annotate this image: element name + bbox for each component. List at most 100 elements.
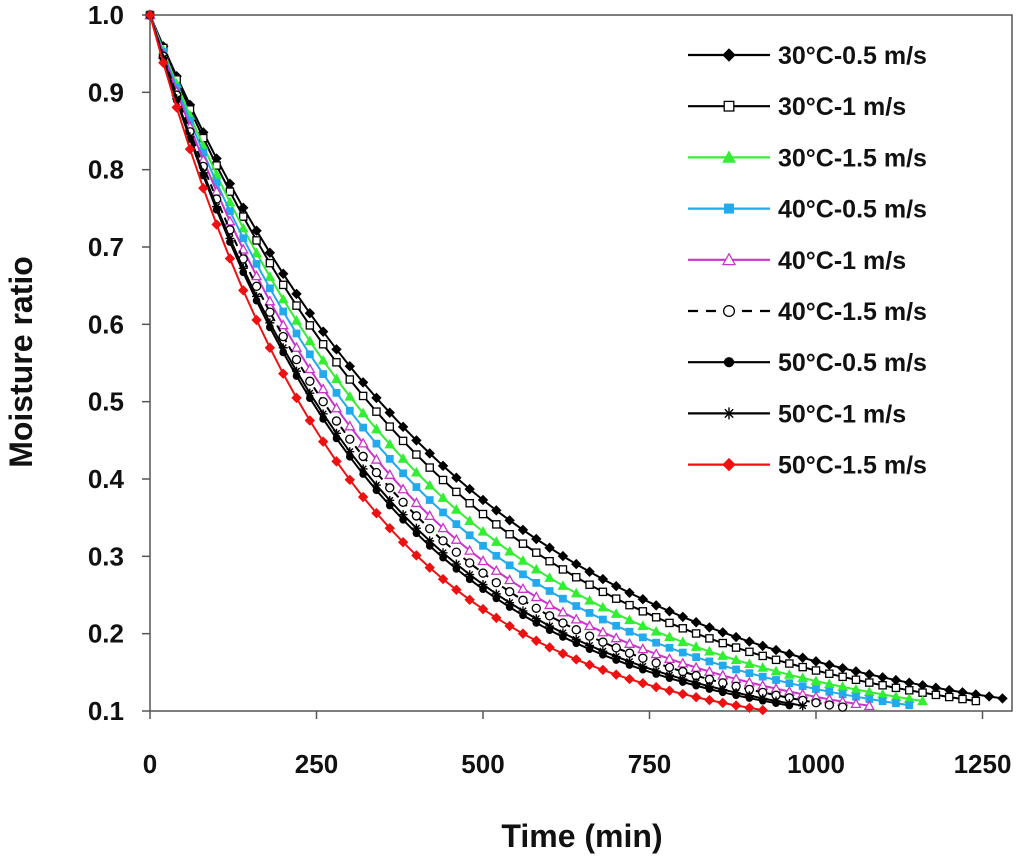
data-point [452, 487, 461, 497]
data-point [691, 629, 701, 638]
data-point [505, 598, 515, 608]
data-point [411, 523, 421, 533]
data-point [464, 483, 475, 495]
data-point [650, 600, 662, 611]
data-point [611, 594, 621, 603]
data-point [584, 594, 595, 605]
data-point [251, 225, 262, 236]
data-point [757, 662, 769, 672]
data-point [292, 329, 301, 338]
data-point [357, 437, 369, 448]
data-point [517, 555, 529, 565]
data-point [597, 664, 609, 676]
data-point [425, 496, 434, 504]
data-point [491, 505, 502, 516]
series-line [149, 14, 843, 708]
data-point [265, 307, 275, 317]
data-point [877, 672, 888, 683]
data-point [451, 547, 462, 557]
data-point [519, 570, 527, 579]
legend-item: 50°C-1 m/s [688, 400, 906, 428]
data-point [624, 614, 635, 625]
data-point [290, 341, 303, 352]
data-point [264, 271, 276, 281]
data-point [944, 692, 954, 702]
data-point [518, 539, 528, 548]
data-point [384, 468, 396, 479]
data-point [599, 615, 607, 624]
x-tick-label: 750 [628, 749, 671, 779]
data-point [584, 659, 595, 671]
data-point [238, 212, 248, 221]
data-point [266, 284, 274, 293]
data-point [198, 182, 209, 194]
data-point [837, 662, 848, 674]
data-point [690, 691, 702, 703]
y-tick-label: 1.0 [88, 0, 124, 30]
data-point [824, 700, 835, 710]
data-point [905, 701, 914, 710]
data-point [570, 587, 582, 598]
data-point [918, 688, 927, 697]
data-point [292, 366, 302, 376]
y-tick-label: 0.4 [88, 464, 125, 494]
data-point [772, 676, 780, 684]
data-point [464, 594, 475, 605]
data-point [279, 307, 288, 316]
data-point [438, 475, 448, 485]
data-point [304, 415, 316, 426]
data-point [398, 436, 408, 446]
data-point [198, 168, 208, 178]
data-point [238, 202, 249, 213]
data-point [545, 587, 554, 595]
data-point [479, 541, 487, 550]
x-tick-label: 1000 [787, 749, 845, 779]
data-point [478, 509, 488, 519]
axes: 0 250 500 750 1000 1250 0.1 0.2 0.3 0.4 0.5 0.6 0.7 0… [88, 0, 1013, 779]
data-point [504, 515, 515, 526]
data-point [531, 603, 541, 613]
data-point [384, 407, 395, 418]
data-point [532, 548, 541, 557]
data-point [278, 343, 288, 353]
data-point [331, 456, 342, 467]
data-point [450, 533, 462, 544]
data-point [437, 460, 449, 472]
data-point [371, 423, 382, 434]
legend-item: 40°C-0.5 m/s [688, 196, 927, 224]
data-point [544, 642, 555, 653]
data-point [491, 612, 502, 624]
data-point [357, 491, 369, 503]
data-point [971, 696, 981, 706]
y-tick-label: 0.1 [88, 696, 124, 726]
series-layer [144, 9, 1008, 716]
legend-label: 50°C-1.5 m/s [778, 452, 927, 480]
data-point [722, 457, 736, 472]
data-point [398, 497, 408, 507]
data-point [397, 483, 409, 494]
data-point [585, 609, 594, 617]
data-point [371, 480, 381, 490]
data-point [397, 537, 409, 548]
data-point [317, 354, 329, 365]
data-point [598, 646, 608, 656]
data-point [424, 509, 436, 521]
y-tick-label: 0.6 [88, 309, 124, 339]
data-point [744, 658, 755, 669]
data-point [332, 358, 341, 367]
data-point [318, 340, 328, 349]
data-point [732, 665, 740, 674]
data-point [530, 563, 542, 574]
legend-label: 30°C-0.5 m/s [778, 42, 927, 70]
data-point [477, 603, 489, 615]
data-point [317, 326, 329, 337]
data-point [451, 559, 461, 569]
data-point [251, 247, 262, 258]
data-point [438, 536, 448, 546]
data-point [304, 335, 316, 346]
data-point [397, 421, 409, 433]
data-point [439, 553, 447, 562]
data-point [211, 219, 222, 230]
data-point [571, 625, 581, 635]
data-point [784, 698, 794, 708]
